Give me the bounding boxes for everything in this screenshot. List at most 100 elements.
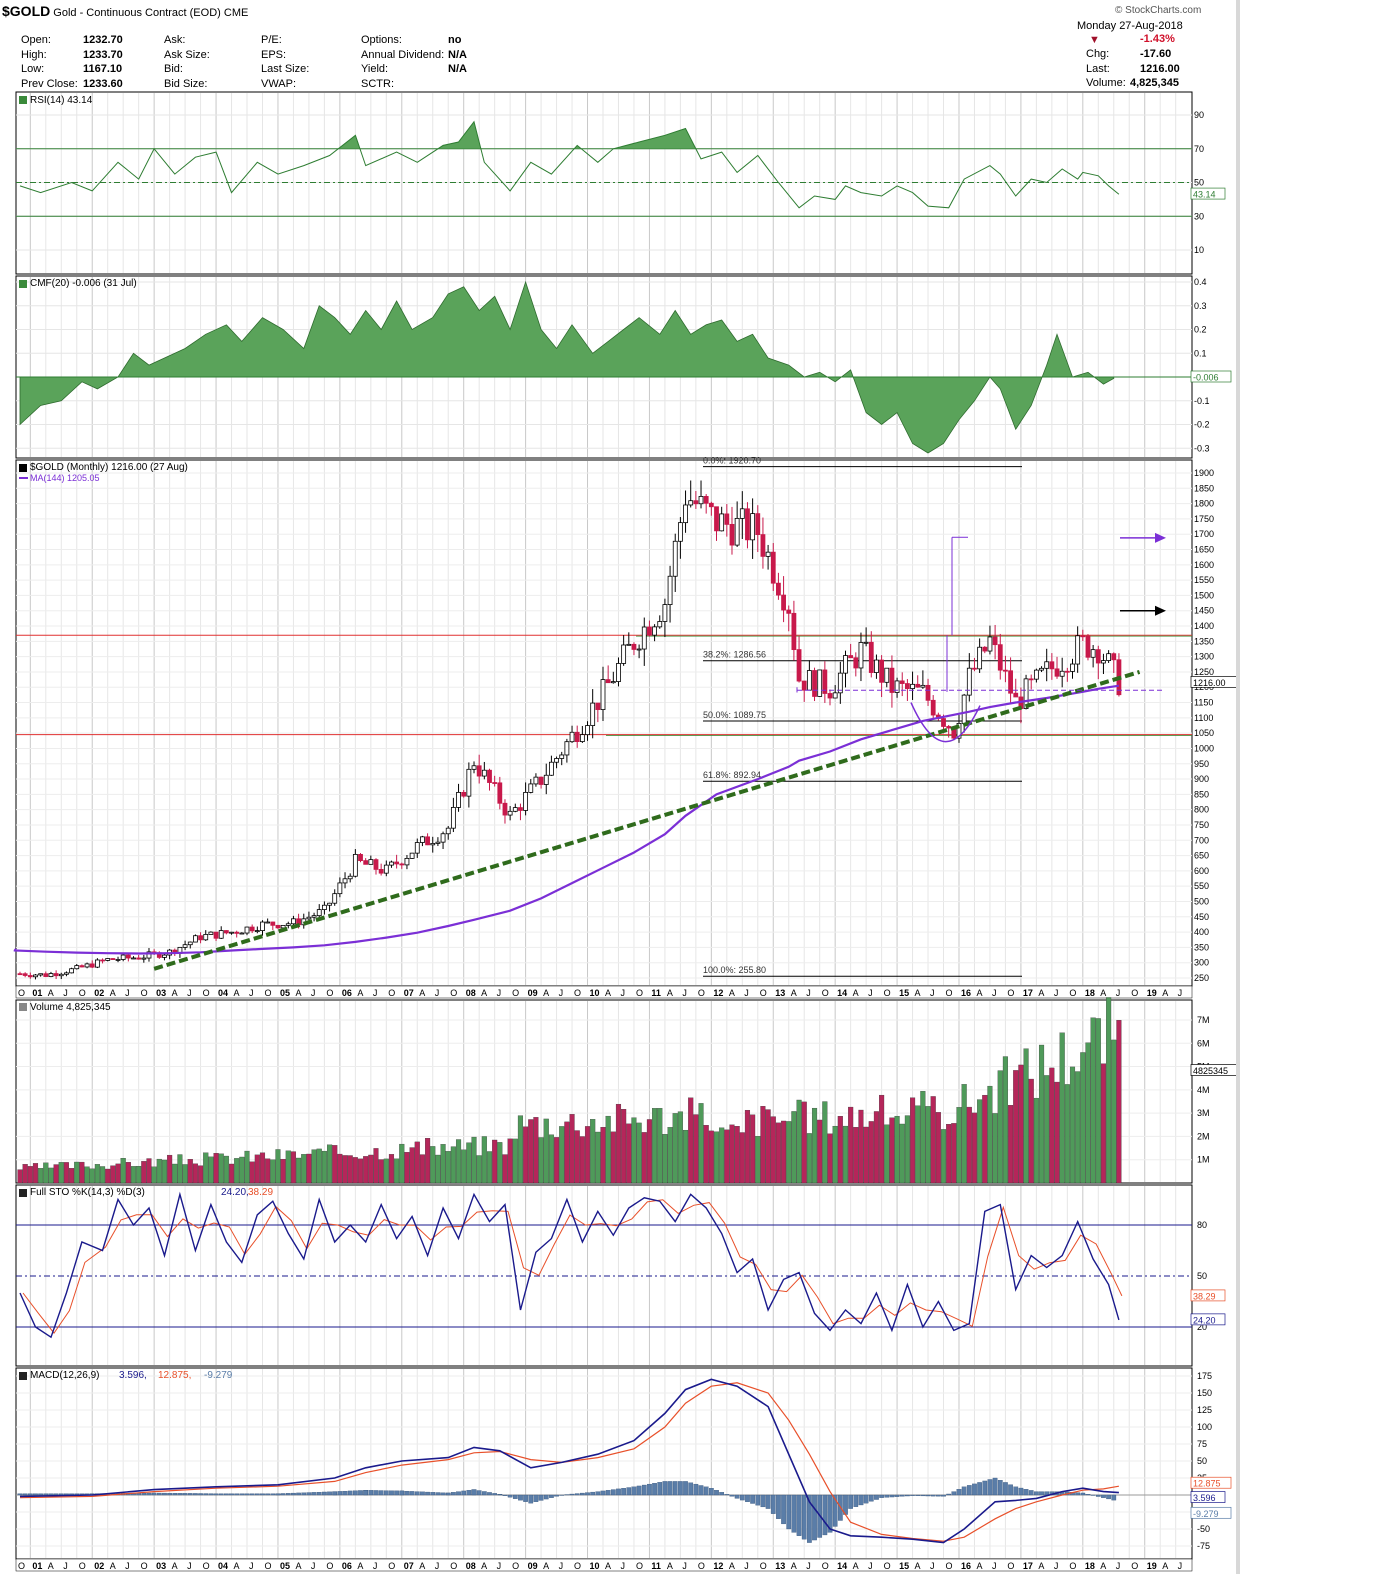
- time-axis-bottom-month: J: [1116, 1561, 1121, 1571]
- time-axis-top-year: 07: [404, 988, 414, 998]
- time-axis-top-month: O: [450, 988, 457, 998]
- candle-body: [966, 667, 972, 696]
- macd-hist-bar: [595, 1491, 601, 1496]
- time-axis-bottom-year: 06: [342, 1561, 352, 1571]
- price-label: $GOLD (Monthly) 1216.00 (27 Aug): [30, 462, 188, 473]
- quote-label: Chg:: [1086, 48, 1110, 60]
- time-axis-bottom-month: J: [1178, 1561, 1183, 1571]
- candle-body: [538, 776, 544, 785]
- volume-bar: [1018, 1064, 1024, 1184]
- scrollbar[interactable]: [1236, 0, 1240, 1574]
- macd-hist-bar: [822, 1494, 828, 1536]
- candle-body: [141, 957, 147, 960]
- macd-hist-bar: [636, 1485, 642, 1496]
- volume-bar: [311, 1149, 317, 1184]
- candle-body: [466, 768, 472, 797]
- candle-body: [791, 612, 797, 651]
- volume-bar: [228, 1163, 235, 1184]
- volume-bar: [394, 1158, 400, 1184]
- quote-value: 1216.00: [1140, 62, 1180, 75]
- macd-hist-bar: [420, 1491, 425, 1496]
- time-axis-bottom-month: J: [125, 1561, 130, 1571]
- volume-bar: [904, 1115, 910, 1184]
- macd-hist-bar: [755, 1494, 761, 1506]
- volume-bar: [79, 1161, 85, 1184]
- candle-body: [440, 833, 446, 843]
- volume-bar: [801, 1101, 807, 1184]
- time-axis-top-month: A: [357, 988, 363, 998]
- macd-hist-tag-box: [1190, 1506, 1232, 1519]
- volume-bar: [218, 1153, 224, 1184]
- price-tick: 300: [1194, 958, 1209, 968]
- macd-hist-bar: [812, 1494, 817, 1541]
- candle-body: [652, 626, 657, 636]
- volume-bar: [884, 1124, 890, 1184]
- candle-body: [79, 965, 85, 968]
- price-tick: 1650: [1194, 545, 1214, 555]
- rsi-tick: 10: [1194, 245, 1204, 255]
- macd-hist-bar: [275, 1493, 281, 1496]
- candle-body: [285, 923, 291, 926]
- macd-hist-bar: [244, 1493, 250, 1496]
- time-axis-top-month: J: [187, 988, 192, 998]
- time-axis-bottom-month: A: [419, 1561, 425, 1571]
- time-axis-bottom-month: A: [791, 1561, 797, 1571]
- volume-bar: [383, 1158, 389, 1184]
- macd-hist-bar: [342, 1490, 348, 1496]
- quote-label: Options:: [361, 34, 402, 46]
- candle-body: [533, 776, 539, 785]
- candle-body: [657, 621, 663, 628]
- cmf-tick: -0.1: [1194, 396, 1210, 406]
- candle-body: [734, 517, 740, 546]
- volume-bar: [935, 1112, 941, 1184]
- change-percent: -1.43%: [1140, 33, 1175, 45]
- quote-value: 4,825,345: [1130, 77, 1179, 89]
- volume-bar: [440, 1144, 446, 1184]
- volume-bar: [321, 1150, 327, 1184]
- candle-body: [595, 702, 601, 710]
- price-tick: 550: [1194, 881, 1209, 891]
- price-legend-swatch: [19, 464, 27, 472]
- macd-tick: 75: [1197, 1439, 1207, 1449]
- time-axis-top-year: 15: [899, 988, 909, 998]
- macd-hist-bar: [270, 1493, 276, 1496]
- price-last-value-box: [1190, 675, 1236, 688]
- time-axis-bottom-year: 08: [466, 1561, 476, 1571]
- time-axis-top-month: A: [419, 988, 425, 998]
- price-tick: 350: [1194, 942, 1209, 952]
- volume-tick: 7M: [1197, 1015, 1210, 1025]
- volume-bar: [951, 1123, 957, 1184]
- chart-svg: 90 70 50 30 10 RSI(14) 43.14 43.14 0.4 0.3 0.2 0.1…: [13, 91, 1236, 1572]
- quote-value: 1233.60: [83, 77, 123, 90]
- candle-body: [672, 540, 678, 577]
- cup-arc: [910, 702, 981, 743]
- volume-bar: [1080, 1052, 1086, 1184]
- candle-body: [425, 836, 430, 846]
- time-axis-bottom-month: J: [187, 1561, 192, 1571]
- volume-bar: [1023, 1048, 1029, 1184]
- macd-hist-bar: [218, 1493, 224, 1496]
- time-axis-bottom-month: A: [234, 1561, 240, 1571]
- candle-body: [894, 680, 900, 693]
- candle-body: [327, 902, 332, 906]
- time-axis-top-month: A: [110, 988, 116, 998]
- price-tick: 800: [1194, 805, 1209, 815]
- macd-hist-bar: [590, 1491, 596, 1496]
- candle-body: [244, 926, 250, 934]
- price-tick: 1450: [1194, 606, 1214, 616]
- volume-bar: [827, 1133, 833, 1184]
- candle-body: [94, 959, 100, 968]
- macd-hist-bar: [941, 1494, 946, 1497]
- macd-hist-bar: [172, 1493, 178, 1496]
- candle-body: [858, 642, 864, 669]
- macd-signal-tag: 12.875: [1193, 1479, 1221, 1489]
- price-tick: 1100: [1194, 713, 1213, 723]
- volume-bar: [595, 1131, 601, 1184]
- time-axis-bottom-month: O: [1131, 1561, 1138, 1571]
- time-axis-top-year: 01: [32, 988, 42, 998]
- sto-tick: 50: [1197, 1271, 1207, 1281]
- macd-hist-bar: [982, 1480, 988, 1496]
- candle-body: [879, 659, 885, 683]
- candle-body: [554, 758, 559, 763]
- volume-bar: [987, 1085, 993, 1184]
